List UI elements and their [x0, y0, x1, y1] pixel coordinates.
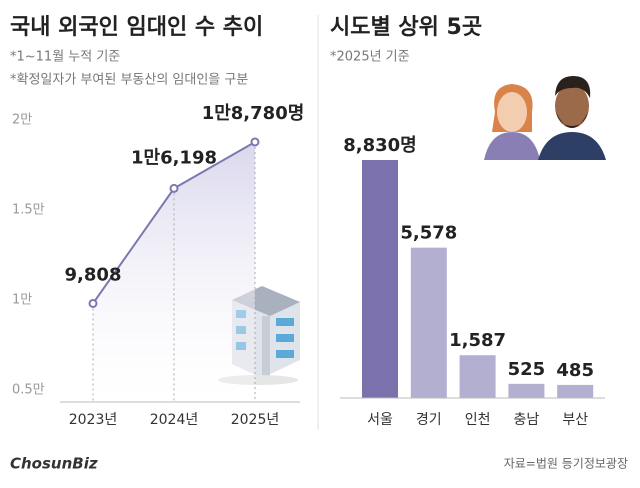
x-tick-label: 2025년 [231, 412, 280, 428]
chart-title: 국내 외국인 임대인 수 추이 [10, 15, 263, 40]
value-label: 1만8,780명 [202, 103, 305, 124]
chart-note: *2025년 기준 [330, 50, 410, 65]
y-tick-label: 0.5만 [12, 383, 45, 398]
point [169, 183, 179, 193]
area [93, 141, 255, 402]
bar [410, 247, 447, 398]
x-tick-label: 서울 [367, 412, 393, 428]
bar [557, 384, 594, 398]
value-label: 9,808 [65, 264, 122, 285]
value-label: 1만6,198 [131, 147, 217, 168]
point [88, 298, 98, 308]
value-label: 1,587 [449, 330, 506, 351]
x-tick-label: 부산 [562, 412, 588, 428]
x-tick-label: 인천 [465, 412, 491, 428]
people-icon [484, 76, 606, 160]
value-label: 485 [556, 360, 594, 381]
value-label: 525 [508, 359, 546, 380]
x-tick-label: 충남 [514, 412, 540, 428]
chart-title: 시도별 상위 5곳 [330, 15, 482, 40]
x-tick-label: 2024년 [150, 412, 199, 428]
chart-note: *확정일자가 부여된 부동산의 임대인을 구분 [10, 73, 248, 88]
x-tick-label: 경기 [416, 412, 442, 428]
y-tick-label: 2만 [12, 113, 32, 128]
chart-note: *1~11월 누적 기준 [10, 50, 120, 65]
y-tick-label: 1.5만 [12, 203, 45, 218]
value-label: 8,830명 [343, 135, 417, 156]
bar [508, 383, 545, 398]
value-label: 5,578 [400, 223, 457, 244]
source: 자료=법원 등기정보광장 [504, 457, 628, 471]
logo: ChosunBiz [10, 455, 98, 473]
bar [362, 160, 398, 398]
y-tick-label: 1만 [12, 293, 32, 308]
point [250, 137, 260, 147]
bar [459, 355, 496, 398]
x-tick-label: 2023년 [69, 412, 118, 428]
